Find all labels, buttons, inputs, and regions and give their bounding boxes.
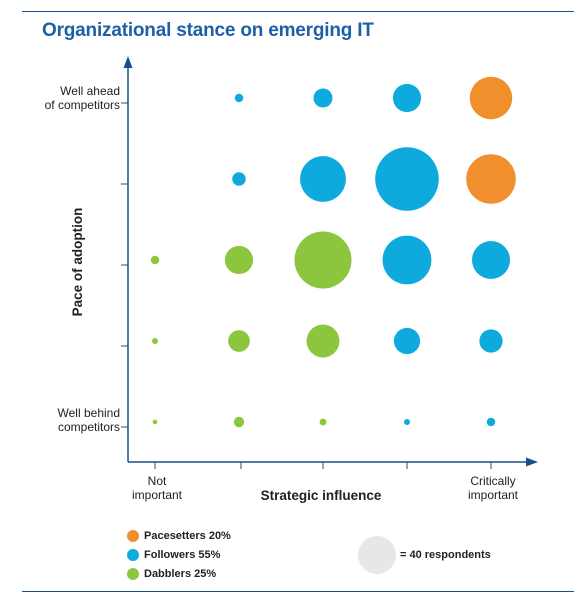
legend-swatch <box>127 549 139 561</box>
bubble <box>233 416 245 428</box>
y-tick-label: of competitors <box>45 98 120 112</box>
legend-label: Pacesetters 20% <box>144 530 231 542</box>
bubble <box>469 76 513 120</box>
chart-title: Organizational stance on emerging IT <box>42 20 374 41</box>
legend-swatch <box>127 530 139 542</box>
bubble <box>224 245 254 275</box>
x-tick-label: important <box>132 488 183 502</box>
bubble <box>375 147 439 211</box>
bubble <box>228 330 250 352</box>
bubble <box>486 417 496 427</box>
bottom-rule <box>22 591 574 592</box>
size-key-label: = 40 respondents <box>400 549 491 561</box>
bubble <box>234 93 244 103</box>
bubble <box>151 337 159 345</box>
y-tick-label: Well behind <box>58 406 120 420</box>
y-tick-label: Well ahead <box>60 84 120 98</box>
x-axis-label: Strategic influence <box>261 488 382 503</box>
bubble <box>319 418 327 426</box>
x-axis-arrow <box>526 457 538 467</box>
bubble <box>150 255 160 265</box>
top-rule <box>22 11 574 12</box>
y-axis-label: Pace of adoption <box>70 208 85 317</box>
bubble <box>152 419 158 425</box>
size-key: = 40 respondents <box>358 536 491 574</box>
legend-label: Dabblers 25% <box>144 568 217 580</box>
legend-swatch <box>127 568 139 580</box>
legend-item: Followers 55% <box>127 549 220 561</box>
bubble <box>382 235 432 285</box>
bubble <box>472 241 510 279</box>
bubble <box>306 324 340 358</box>
bubble <box>466 154 516 204</box>
bubble <box>313 88 333 108</box>
x-tick-label: Critically <box>470 474 515 488</box>
bubble <box>300 156 346 202</box>
bubble <box>479 329 503 353</box>
legend-item: Pacesetters 20% <box>127 530 231 542</box>
bubble <box>393 327 421 355</box>
x-tick-label: Not <box>148 474 167 488</box>
y-axis-arrow <box>123 56 133 68</box>
bubble <box>294 231 352 289</box>
legend-label: Followers 55% <box>144 549 221 561</box>
bubble <box>403 418 411 426</box>
y-tick-label: competitors <box>58 420 120 434</box>
size-key-circle <box>358 536 396 574</box>
x-tick-label: important <box>468 488 519 502</box>
bubble <box>392 83 422 113</box>
bubble <box>232 172 246 186</box>
legend-item: Dabblers 25% <box>127 568 216 580</box>
